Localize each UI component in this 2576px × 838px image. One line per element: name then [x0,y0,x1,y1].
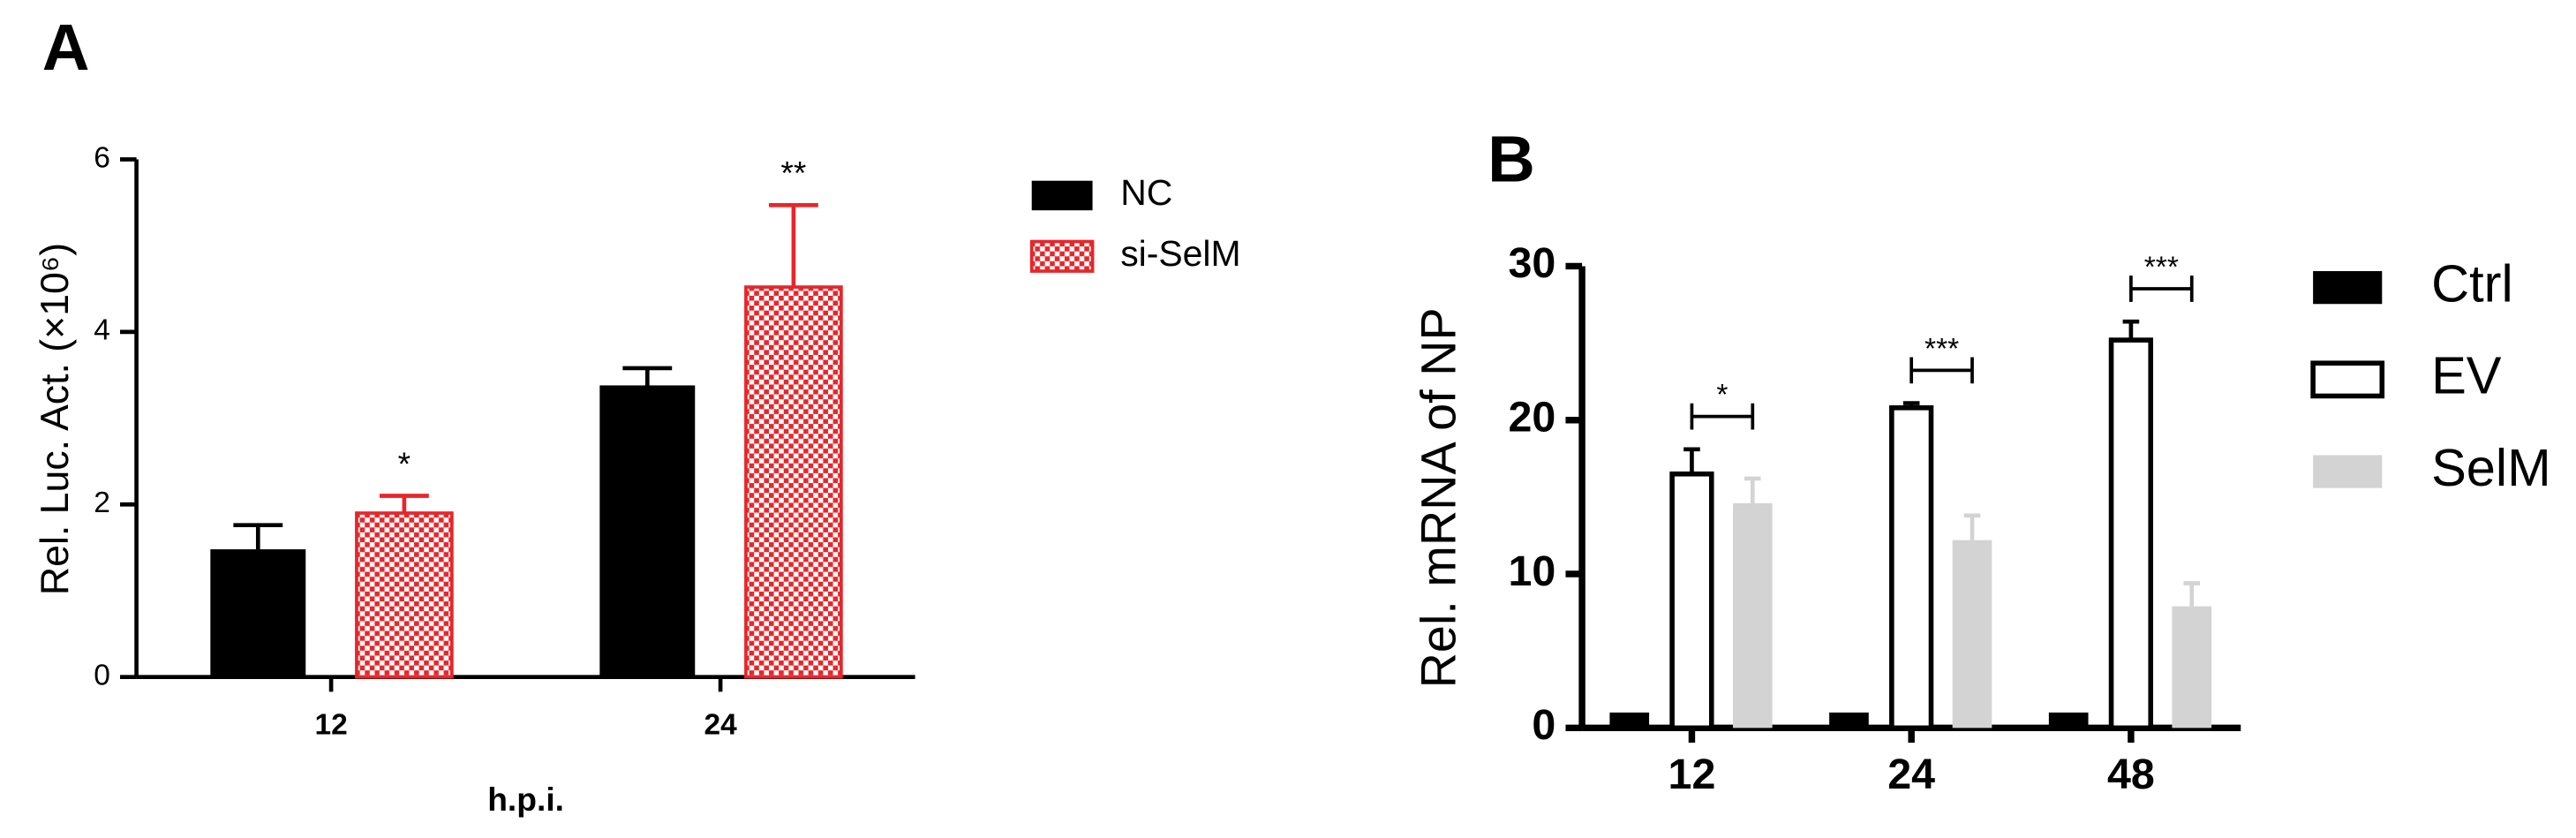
legend-label: si-SelM [1120,233,1240,274]
legend-swatch [1031,180,1093,211]
significance-bracket [1909,357,1974,384]
y-axis-label: Rel. mRNA of NP [1411,307,1466,688]
significance-label: *** [1924,333,1959,366]
y-tick-label: 0 [1532,701,1555,749]
legend-label: EV [2431,346,2502,405]
error-bar [768,202,818,288]
error-bar [1963,513,1981,540]
significance-label: * [1716,379,1728,411]
legend-label: NC [1120,172,1172,213]
bar [1829,712,1869,729]
x-tick-label: 12 [314,708,347,741]
y-tick-label: 6 [94,141,110,174]
legend-label: SelM [2431,438,2551,497]
error-bar [1902,401,1920,408]
y-tick-label: 30 [1508,239,1555,287]
significance-bracket [2129,276,2194,302]
x-tick-label: 24 [704,708,737,741]
error-bar [1683,447,1700,474]
error-bar [1744,476,1761,503]
legend-swatch [1029,239,1095,273]
x-tick-label: 12 [1668,751,1716,798]
error-bar [233,523,283,550]
y-tick-label: 4 [94,314,110,347]
bar [2172,606,2212,729]
panel-label: B [1488,123,1535,196]
bar [599,385,696,677]
bar [210,549,306,677]
legend-swatch [2313,271,2383,305]
error-bar [2122,319,2140,341]
y-tick-label: 0 [94,659,110,691]
error-bar [622,366,673,386]
bar [2108,337,2154,731]
x-tick-label: 24 [1887,751,1935,798]
bar [355,511,454,679]
panel-label: A [42,11,90,84]
significance-label: *** [2144,251,2179,283]
bar [1609,712,1650,729]
significance-label: * [398,445,411,482]
significance-label: ** [780,155,806,192]
legend-swatch [2313,455,2383,488]
error-bar [2183,581,2201,607]
bar [1952,540,1992,729]
y-tick-label: 20 [1508,394,1555,442]
bar [1889,405,1934,731]
y-axis-label: Rel. Luc. Act. (×10⁶) [34,243,77,595]
legend-swatch [2310,360,2385,399]
bar [2048,712,2089,729]
legend-label: Ctrl [2431,253,2513,313]
bar [744,285,843,679]
x-tick-label: 48 [2107,751,2155,798]
bar [1669,471,1714,731]
x-axis-label: h.p.i. [487,781,564,818]
error-bar [379,494,429,514]
bar [1732,502,1773,729]
y-tick-label: 10 [1508,547,1555,595]
y-tick-label: 2 [94,487,110,519]
significance-bracket [1690,403,1755,430]
